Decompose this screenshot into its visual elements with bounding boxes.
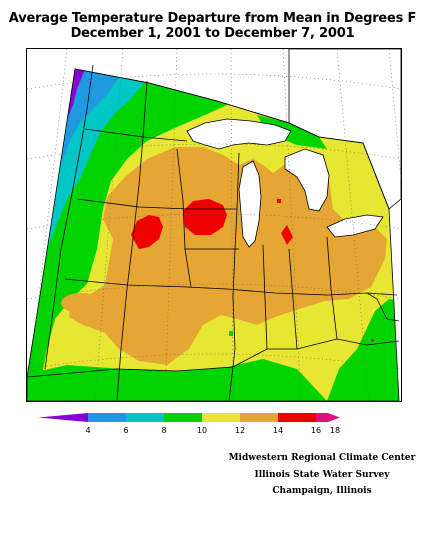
meridian: [336, 49, 370, 401]
boundary-ky: [232, 338, 400, 368]
boundary-il: [228, 152, 240, 401]
legend-swatch: [164, 413, 202, 422]
legend-swatch: [278, 413, 316, 422]
lake-huron: [284, 148, 330, 212]
credit-mrcc: Midwestern Regional Climate Center: [228, 453, 416, 463]
map-title-line-2: December 1, 2001 to December 7, 2001: [70, 26, 355, 41]
boundary-west: [44, 64, 94, 370]
band-10-12-northeast: [257, 115, 327, 149]
map-graphic: [27, 49, 401, 401]
legend-swatch: [240, 413, 278, 422]
band-10-12-southeast: [327, 299, 399, 401]
legend-arrow-low: [38, 413, 88, 422]
band-14-16-spot: [61, 293, 101, 313]
legend-tick-label: 14: [273, 426, 283, 435]
meridian: [164, 49, 178, 401]
band-16-18-minnesota: [183, 199, 227, 235]
graticule: [27, 49, 401, 401]
meridian: [230, 49, 234, 401]
map-title-line-1: Average Temperature Departure from Mean …: [8, 11, 417, 26]
boundary-in: [262, 244, 268, 350]
credit-location: Champaign, Illinois: [272, 486, 372, 496]
lake-superior: [186, 118, 292, 150]
legend-tick-label: 16: [311, 426, 321, 435]
band-16-18-dot: [277, 199, 281, 203]
legend-swatch: [88, 413, 126, 422]
legend-tick-label: 12: [235, 426, 245, 435]
data-region-outline: [27, 68, 400, 401]
band-16-18-michigan: [281, 225, 293, 245]
legend-swatch: [202, 413, 240, 422]
boundary-south: [27, 366, 234, 378]
lake-michigan: [238, 160, 262, 248]
meridian: [282, 49, 302, 401]
meridian: [94, 49, 124, 401]
band-10-12-dot: [229, 331, 233, 336]
great-lakes: [186, 49, 401, 248]
lake-erie: [326, 214, 384, 238]
legend-tick-label: 8: [161, 426, 166, 435]
boundary-mn-ia: [176, 148, 192, 288]
boundary-pa: [326, 236, 338, 340]
boundary-nd-sd: [84, 128, 188, 142]
legend-tick-label: 6: [123, 426, 128, 435]
color-legend: 4 6 8 10 12 14 16 18: [38, 413, 340, 435]
band-16-18-iowa: [131, 215, 163, 249]
boundary-ks-mo: [64, 278, 398, 296]
boundary-wv: [366, 292, 400, 322]
credit-isws: Illinois State Water Survey: [254, 470, 390, 480]
legend-tick-label: 4: [85, 426, 90, 435]
meridian: [388, 49, 401, 180]
legend-tick-label: 10: [197, 426, 207, 435]
temperature-departure-map: [26, 48, 402, 402]
boundary-oh: [288, 248, 298, 350]
legend-tick-label: 18: [330, 426, 340, 435]
legend-swatch: [126, 413, 164, 422]
band-18-dot: [371, 339, 374, 342]
band-10-12-south: [27, 359, 327, 401]
legend-arrow-high: [316, 413, 340, 422]
boundary-sd-ne: [76, 198, 237, 210]
